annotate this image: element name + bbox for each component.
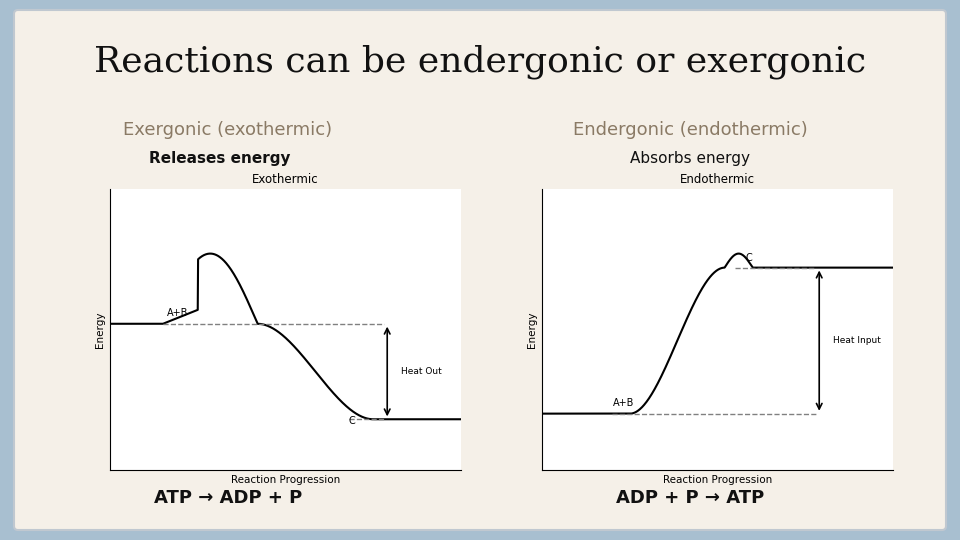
Text: Exergonic (exothermic): Exergonic (exothermic): [124, 121, 332, 139]
Title: Exothermic: Exothermic: [252, 173, 319, 186]
Text: Endergonic (endothermic): Endergonic (endothermic): [572, 121, 807, 139]
Y-axis label: Energy: Energy: [95, 311, 105, 348]
Text: C: C: [746, 253, 753, 264]
Text: C: C: [348, 416, 355, 426]
X-axis label: Reaction Progression: Reaction Progression: [663, 475, 772, 485]
Text: A+B: A+B: [612, 398, 634, 408]
Title: Endothermic: Endothermic: [680, 173, 756, 186]
Text: Releases energy: Releases energy: [149, 151, 291, 165]
FancyBboxPatch shape: [14, 10, 946, 530]
Text: A+B: A+B: [166, 308, 188, 318]
Text: Heat Input: Heat Input: [833, 336, 881, 345]
Text: Reactions can be endergonic or exergonic: Reactions can be endergonic or exergonic: [94, 45, 866, 79]
Text: ATP → ADP + P: ATP → ADP + P: [154, 489, 302, 507]
Y-axis label: Energy: Energy: [527, 311, 537, 348]
Text: Absorbs energy: Absorbs energy: [630, 151, 750, 165]
Text: Heat Out: Heat Out: [401, 367, 442, 376]
X-axis label: Reaction Progression: Reaction Progression: [231, 475, 340, 485]
Text: ADP + P → ATP: ADP + P → ATP: [616, 489, 764, 507]
